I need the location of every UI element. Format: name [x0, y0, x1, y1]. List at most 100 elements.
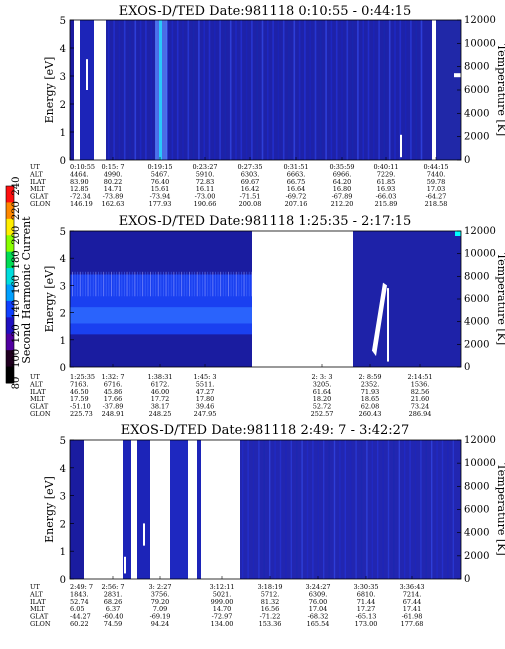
data-stripe — [116, 271, 118, 297]
orbit-cell: 71.44 — [357, 598, 376, 606]
orbit-cell: 0:35:59 — [329, 163, 354, 171]
data-stripe — [344, 440, 346, 579]
orbit-row-label: GLAT — [30, 193, 49, 201]
orbit-cell: 17.41 — [403, 605, 422, 613]
data-stripe — [123, 440, 131, 579]
colorbar-tick-label: 240 — [11, 176, 22, 195]
data-white-trace — [400, 134, 402, 158]
orbit-row-label: MLT — [30, 185, 45, 193]
data-stripe — [113, 271, 115, 297]
y-tick-label: 3 — [60, 72, 66, 83]
y-tick-label: 0 — [60, 575, 66, 586]
orbit-cell: 82.56 — [411, 388, 430, 396]
orbit-cell: 6663. — [287, 170, 306, 178]
data-stripe — [272, 20, 274, 160]
orbit-row-label: UT — [30, 373, 40, 381]
y2-tick-label: 4000 — [464, 108, 489, 119]
data-stripe — [228, 271, 229, 297]
orbit-cell: 14.71 — [104, 185, 123, 193]
orbit-cell: 7440. — [427, 170, 446, 178]
data-stripe — [314, 20, 317, 160]
orbit-cell: -60.40 — [103, 613, 124, 621]
orbit-cell: 59.78 — [427, 178, 446, 186]
orbit-cell: -69.72 — [286, 193, 307, 201]
y-tick-label: 2 — [60, 519, 66, 530]
data-stripe — [160, 271, 162, 297]
orbit-cell: 47.27 — [196, 388, 215, 396]
data-stripe — [301, 440, 303, 579]
data-stripe — [118, 271, 120, 297]
data-stripe — [404, 440, 406, 579]
orbit-cell: 2:14:51 — [407, 373, 432, 381]
orbit-cell: 260.43 — [359, 410, 382, 418]
orbit-cell: 0:15: 7 — [102, 163, 125, 171]
data-stripe — [152, 271, 154, 297]
data-stripe — [191, 271, 193, 297]
orbit-row-label: UT — [30, 583, 40, 591]
data-highlight — [455, 231, 461, 236]
data-stripe — [207, 271, 209, 297]
y2-axis-label: Temperature [K] — [495, 253, 505, 345]
data-stripe — [298, 20, 301, 160]
data-stripe — [170, 440, 188, 579]
colorbar-tick-label: 160 — [11, 275, 22, 294]
y2-tick-label: 6000 — [464, 294, 489, 305]
data-stripe — [209, 271, 211, 297]
orbit-cell: 1:25:35 — [70, 373, 95, 381]
data-stripe — [137, 440, 150, 579]
orbit-cell: 6.37 — [106, 605, 120, 613]
data-stripe — [256, 20, 258, 160]
y-tick-label: 5 — [60, 227, 66, 238]
orbit-cell: 74.59 — [104, 620, 123, 628]
orbit-cell: 5021. — [213, 590, 232, 598]
y-tick-label: 4 — [60, 254, 66, 265]
panel-title: EXOS-D/TED Date:981118 1:25:35 - 2:17:15 — [119, 214, 412, 229]
data-stripe — [252, 440, 255, 579]
y2-tick-label: 4000 — [464, 528, 489, 539]
data-stripe — [168, 271, 170, 297]
orbit-cell: -65.13 — [356, 613, 377, 621]
data-stripe — [290, 440, 292, 579]
data-stripe — [229, 20, 232, 160]
data-stripe — [377, 440, 379, 579]
data-stripe — [261, 20, 264, 160]
data-stripe — [113, 20, 115, 160]
data-white-trace — [454, 73, 461, 78]
data-stripe — [282, 20, 285, 160]
orbit-cell: 6172. — [151, 380, 170, 388]
data-stripe — [304, 20, 306, 160]
data-stripe — [176, 271, 177, 297]
data-stripe — [378, 20, 380, 160]
orbit-cell: 3:18:19 — [257, 583, 282, 591]
orbit-cell: 247.95 — [194, 410, 217, 418]
data-stripe — [196, 271, 198, 297]
orbit-cell: 71.93 — [361, 388, 380, 396]
data-stripe — [346, 20, 349, 160]
data-stripe — [72, 271, 73, 297]
data-stripe — [333, 440, 336, 579]
data-stripe — [198, 20, 200, 160]
orbit-cell: 80.22 — [104, 178, 123, 186]
data-stripe — [367, 20, 370, 160]
orbit-cell: 5910. — [196, 170, 215, 178]
data-gap — [252, 231, 353, 367]
orbit-cell: 190.66 — [194, 200, 217, 208]
data-stripe — [355, 440, 357, 579]
data-gap — [432, 20, 436, 160]
data-stripe — [388, 20, 391, 160]
orbit-cell: -73.94 — [150, 193, 171, 201]
orbit-cell: -69.19 — [150, 613, 171, 621]
data-gap — [94, 20, 106, 160]
orbit-cell: -71.51 — [240, 193, 261, 201]
orbit-cell: 73.24 — [411, 403, 430, 411]
panel-1: 0 1 2 3 4 5 0 2000 4000 6000 8000 10000 12000 EXOS-D/… — [29, 4, 505, 208]
data-stripe — [415, 20, 417, 160]
orbit-cell: 207.16 — [285, 200, 308, 208]
orbit-cell: 18.20 — [313, 395, 332, 403]
data-stripe — [124, 271, 125, 297]
data-stripe — [382, 440, 384, 579]
data-stripe — [246, 271, 248, 297]
data-stripe — [425, 440, 427, 579]
orbit-cell: 5712. — [261, 590, 280, 598]
